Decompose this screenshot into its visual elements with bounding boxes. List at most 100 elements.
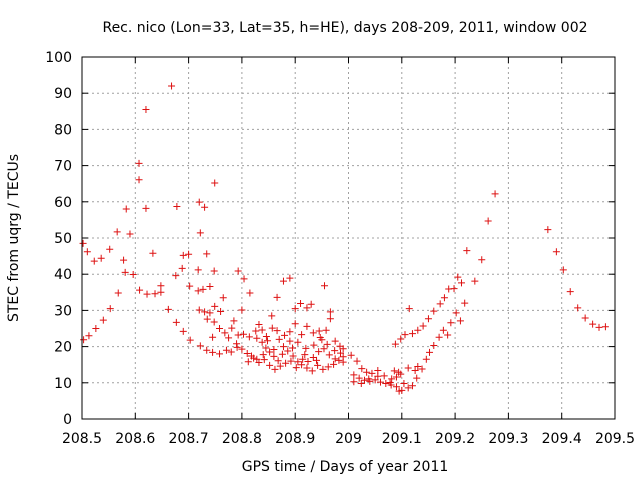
data-point-marker — [294, 338, 302, 346]
data-point-marker — [79, 239, 87, 247]
data-point-marker — [454, 273, 462, 281]
data-point-marker — [339, 353, 347, 361]
data-point-marker — [363, 368, 371, 376]
data-point-marker — [157, 282, 165, 290]
data-point-marker — [400, 380, 408, 388]
data-point-marker — [287, 357, 295, 365]
data-point-marker — [331, 347, 339, 355]
data-point-marker — [244, 358, 252, 366]
data-point-marker — [544, 226, 552, 234]
data-point-marker — [447, 319, 455, 327]
data-point-marker — [284, 347, 292, 355]
data-point-marker — [143, 290, 151, 298]
data-point-marker — [238, 345, 246, 353]
data-point-marker — [262, 332, 270, 340]
data-point-marker — [211, 179, 219, 187]
y-tick-label: 70 — [54, 159, 72, 175]
data-point-marker — [263, 337, 271, 345]
data-point-marker — [318, 336, 326, 344]
data-point-marker — [286, 274, 294, 282]
y-tick-label: 50 — [54, 231, 72, 247]
data-point-marker — [426, 348, 434, 356]
data-point-marker — [246, 289, 254, 297]
data-point-marker — [151, 290, 159, 298]
data-point-marker — [408, 382, 416, 390]
data-point-marker — [419, 322, 427, 330]
data-point-marker — [225, 334, 233, 342]
data-point-marker — [323, 340, 331, 348]
data-point-marker — [315, 327, 323, 335]
data-point-marker — [92, 325, 100, 332]
data-point-marker — [126, 230, 134, 238]
data-point-marker — [230, 317, 238, 325]
data-point-marker — [209, 333, 217, 341]
data-point-marker — [234, 331, 242, 339]
data-points — [79, 82, 609, 395]
data-point-marker — [395, 368, 403, 376]
data-point-marker — [172, 318, 180, 326]
data-point-marker — [245, 333, 253, 341]
data-point-marker — [382, 380, 390, 388]
data-point-marker — [286, 337, 294, 345]
data-point-marker — [135, 159, 143, 167]
data-point-marker — [303, 364, 311, 372]
data-point-marker — [136, 286, 144, 294]
data-point-marker — [273, 327, 281, 335]
data-point-marker — [422, 355, 430, 363]
data-point-marker — [262, 344, 270, 352]
x-tick-label: 208.8 — [222, 431, 262, 447]
data-point-marker — [216, 325, 224, 332]
data-point-marker — [414, 363, 422, 371]
data-point-marker — [203, 250, 211, 258]
data-point-marker — [179, 327, 187, 335]
data-point-marker — [142, 204, 150, 212]
data-point-marker — [211, 302, 219, 310]
data-point-marker — [266, 348, 274, 356]
data-point-marker — [233, 340, 241, 348]
data-point-marker — [404, 384, 412, 392]
data-point-marker — [106, 245, 114, 253]
data-point-marker — [321, 282, 329, 290]
data-point-marker — [302, 344, 310, 352]
data-point-marker — [195, 306, 203, 314]
data-point-marker — [335, 356, 343, 364]
x-tick-label: 208.9 — [275, 431, 315, 447]
x-tick-label: 209.1 — [382, 431, 422, 447]
data-point-marker — [418, 365, 426, 373]
data-point-marker — [270, 352, 278, 360]
data-point-marker — [243, 349, 251, 357]
data-point-marker — [172, 272, 180, 280]
data-point-marker — [206, 283, 214, 291]
y-tick-label: 100 — [45, 50, 72, 66]
data-point-marker — [559, 266, 567, 274]
data-point-marker — [270, 345, 278, 353]
data-point-marker — [185, 250, 193, 258]
data-point-marker — [325, 351, 333, 359]
data-point-marker — [114, 289, 122, 297]
data-point-marker — [239, 330, 247, 338]
data-point-marker — [275, 335, 283, 343]
data-point-marker — [360, 376, 368, 384]
data-point-marker — [439, 326, 447, 334]
data-point-marker — [294, 358, 302, 366]
data-point-marker — [365, 375, 373, 383]
data-point-marker — [219, 294, 227, 302]
grid-lines — [82, 57, 615, 419]
data-point-marker — [440, 294, 448, 302]
data-point-marker — [392, 383, 400, 391]
data-point-marker — [252, 327, 260, 335]
data-point-marker — [196, 342, 204, 350]
data-point-marker — [298, 361, 306, 369]
data-point-marker — [268, 312, 276, 320]
data-point-marker — [178, 264, 186, 272]
data-point-marker — [357, 380, 365, 388]
data-point-marker — [398, 386, 406, 394]
x-tick-label: 209.4 — [542, 431, 582, 447]
data-point-marker — [221, 329, 229, 337]
data-point-marker — [238, 306, 246, 314]
y-tick-label: 60 — [54, 195, 72, 211]
data-point-marker — [376, 378, 384, 386]
data-point-marker — [201, 203, 209, 211]
